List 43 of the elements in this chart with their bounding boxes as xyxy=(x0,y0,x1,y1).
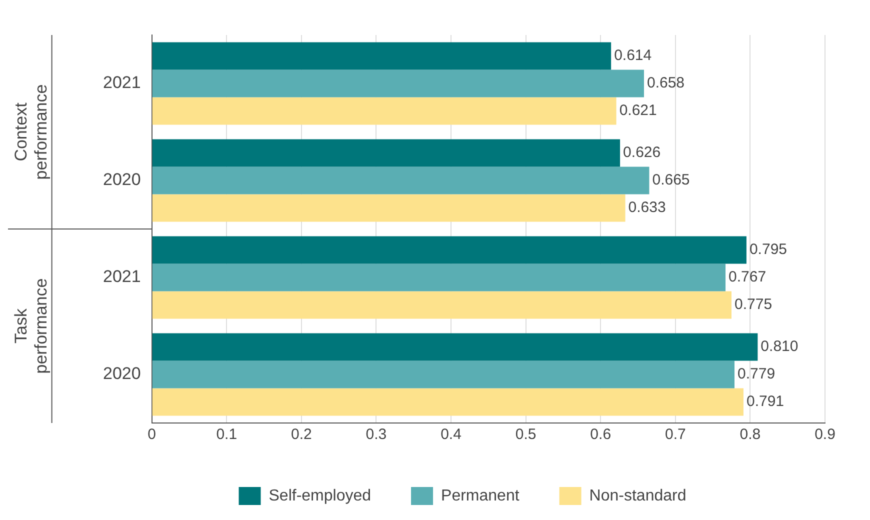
data-label: 0.775 xyxy=(734,296,772,314)
x-tick-label: 0.5 xyxy=(515,426,536,444)
data-label: 0.633 xyxy=(628,199,666,216)
x-tick-label: 0.8 xyxy=(740,426,761,444)
data-label: 0.665 xyxy=(652,172,690,189)
text: Task performance xyxy=(12,278,51,374)
bar xyxy=(152,194,626,222)
bar xyxy=(152,388,744,416)
x-tick-label: 0.3 xyxy=(366,426,387,444)
x-tick-label: 0.1 xyxy=(216,426,238,444)
legend-label: Permanent xyxy=(441,487,520,504)
bar xyxy=(152,42,612,70)
bar xyxy=(152,360,734,388)
bar xyxy=(152,264,726,292)
y-tick-label: 2020 xyxy=(102,364,141,384)
bar xyxy=(152,70,644,98)
data-label: 0.795 xyxy=(749,241,788,258)
data-label: 0.658 xyxy=(646,74,685,92)
legend-label: Non-standard xyxy=(589,487,686,504)
data-label: 0.614 xyxy=(614,47,652,64)
x-tick-label: 0.9 xyxy=(814,426,836,444)
bar xyxy=(152,333,758,361)
y-tick-label: 2021 xyxy=(102,267,141,286)
bar xyxy=(152,139,620,167)
x-tick-label: 0.2 xyxy=(290,426,312,444)
bar xyxy=(152,291,732,319)
legend-label: Self-employed xyxy=(268,487,372,504)
data-label: 0.767 xyxy=(728,268,766,286)
data-label: 0.626 xyxy=(623,144,661,162)
data-label: 0.791 xyxy=(746,393,784,410)
bar xyxy=(152,236,746,264)
y-tick-label: 2021 xyxy=(102,73,141,92)
y-tick-label: 2020 xyxy=(102,170,141,190)
x-tick-label: 0 xyxy=(148,426,156,444)
bar xyxy=(152,97,616,125)
text: Context performance xyxy=(12,84,51,180)
x-tick-label: 0.4 xyxy=(440,426,462,444)
x-tick-label: 0.7 xyxy=(664,426,686,444)
data-label: 0.810 xyxy=(760,338,798,356)
x-tick-label: 0.6 xyxy=(590,426,612,444)
data-label: 0.621 xyxy=(619,102,657,120)
bar xyxy=(152,166,650,194)
data-label: 0.779 xyxy=(737,366,776,383)
